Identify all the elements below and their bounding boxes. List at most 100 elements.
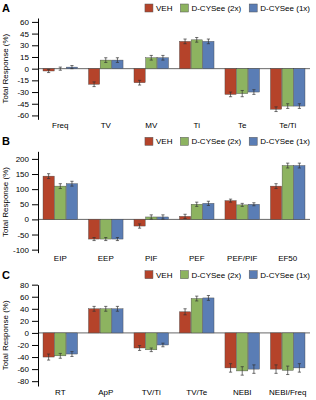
x-tick: PEF <box>189 254 205 263</box>
plot: -100-50050100150200EIPEEPPIFPEFPEF/PIFEF… <box>1 152 310 264</box>
x-tick: PIF <box>145 254 158 263</box>
error-bar <box>252 203 255 206</box>
y-tick: 45 <box>20 30 38 39</box>
error-bar <box>150 55 153 60</box>
error-bar <box>70 66 73 69</box>
bar <box>89 219 100 239</box>
error-bar <box>183 39 186 44</box>
legend-item: D-CYSee (2x) <box>180 271 241 280</box>
bar <box>237 69 248 94</box>
error-bar <box>195 296 198 301</box>
bar <box>100 219 111 239</box>
y-tick: 50 <box>20 200 38 209</box>
error-bar <box>59 353 62 358</box>
error-bar <box>229 364 232 372</box>
bar <box>112 219 123 239</box>
series <box>43 39 282 111</box>
series <box>66 163 305 240</box>
panel: -60-45-30-15015304560FreqTVMVTiTeTe/TiTo… <box>1 2 310 130</box>
error-bar <box>59 184 62 189</box>
error-bar <box>116 58 119 63</box>
bar <box>191 40 202 69</box>
x-tick-label: ApP <box>98 388 113 397</box>
y-tick-label: -30 <box>17 88 29 97</box>
x-tick: EEP <box>98 254 114 263</box>
y-tick-mark <box>32 22 38 23</box>
y-tick-label: 200 <box>16 155 30 164</box>
y-tick-label: 40 <box>20 305 29 314</box>
y-tick: -50 <box>17 231 38 240</box>
x-tick-label: TV <box>101 121 112 130</box>
y-axis-line <box>38 285 39 386</box>
series <box>59 37 294 108</box>
y-tick-mark <box>32 357 38 358</box>
bar <box>294 166 305 220</box>
x-tick-label: MV <box>145 121 158 130</box>
y-axis-title: Total Response (%) <box>1 33 10 103</box>
bar <box>248 204 259 219</box>
x-tick: Te <box>238 121 247 130</box>
y-axis: -100-50050100150200 <box>13 152 39 255</box>
bar <box>248 69 259 92</box>
error-bar <box>70 352 73 357</box>
y-axis-title: Total Response (%) <box>1 300 10 370</box>
legend-item: D-CYSee (2x) <box>180 137 241 146</box>
y-tick: 0 <box>25 329 38 338</box>
y-tick: 60 <box>20 18 38 27</box>
y-tick-mark <box>32 250 38 251</box>
y-tick-label: -100 <box>13 246 30 255</box>
legend-swatch <box>249 137 257 145</box>
y-tick: -15 <box>17 76 38 85</box>
legend-swatch <box>249 271 257 279</box>
y-tick-mark <box>32 80 38 81</box>
y-tick-mark <box>32 115 38 116</box>
error-bar <box>150 348 153 352</box>
plot: -80-60-40-20020406080RTApPTV/TiTV/TeNEBI… <box>1 281 310 397</box>
x-tick-label: TV/Ti <box>142 388 161 397</box>
y-axis-title: Total Response (%) <box>1 167 10 237</box>
error-bar <box>104 238 107 241</box>
y-tick: 0 <box>25 215 38 224</box>
legend-swatch <box>145 137 153 145</box>
x-tick-label: NEBI/Freq <box>269 388 306 397</box>
bar <box>66 333 77 354</box>
y-tick: -45 <box>17 100 38 109</box>
x-tick-label: PIF <box>145 254 158 263</box>
bar <box>66 184 77 220</box>
y-tick-label: 150 <box>16 170 30 179</box>
x-tick: NEBI <box>233 388 252 397</box>
x-tick-label: Te <box>238 121 247 130</box>
panel-label: B <box>2 135 10 147</box>
y-tick: -60 <box>17 111 38 120</box>
error-bar <box>195 37 198 42</box>
legend-label: D-CYSee (1x) <box>260 137 310 146</box>
x-tick-label: EF50 <box>278 254 298 263</box>
legend-swatch <box>180 137 188 145</box>
y-tick-mark <box>32 321 38 322</box>
legend-swatch <box>180 4 188 12</box>
x-tick: EF50 <box>278 254 298 263</box>
bar <box>237 333 248 371</box>
error-bar <box>183 214 186 218</box>
error-bar <box>207 296 210 301</box>
zero-line <box>38 219 310 220</box>
legend-item: D-CYSee (1x) <box>249 4 310 13</box>
legend-item: D-CYSee (1x) <box>249 271 310 280</box>
x-tick: Ti <box>194 121 201 130</box>
y-tick-label: 0 <box>25 329 30 338</box>
legend-label: VEH <box>156 137 173 146</box>
y-tick: -80 <box>17 377 38 386</box>
y-tick-label: 60 <box>20 18 29 27</box>
bar <box>225 333 236 368</box>
error-bar <box>47 69 50 72</box>
x-tick: Te/Ti <box>279 121 296 130</box>
y-tick: 0 <box>25 65 38 74</box>
bar <box>270 69 281 110</box>
panel: -80-60-40-20020406080RTApPTV/TiTV/TeNEBI… <box>1 269 310 397</box>
error-bar <box>93 306 96 311</box>
y-tick-label: -80 <box>17 377 29 386</box>
bar <box>89 309 100 333</box>
y-tick-label: 0 <box>25 65 30 74</box>
y-tick-mark <box>32 333 38 334</box>
y-tick-mark <box>32 345 38 346</box>
